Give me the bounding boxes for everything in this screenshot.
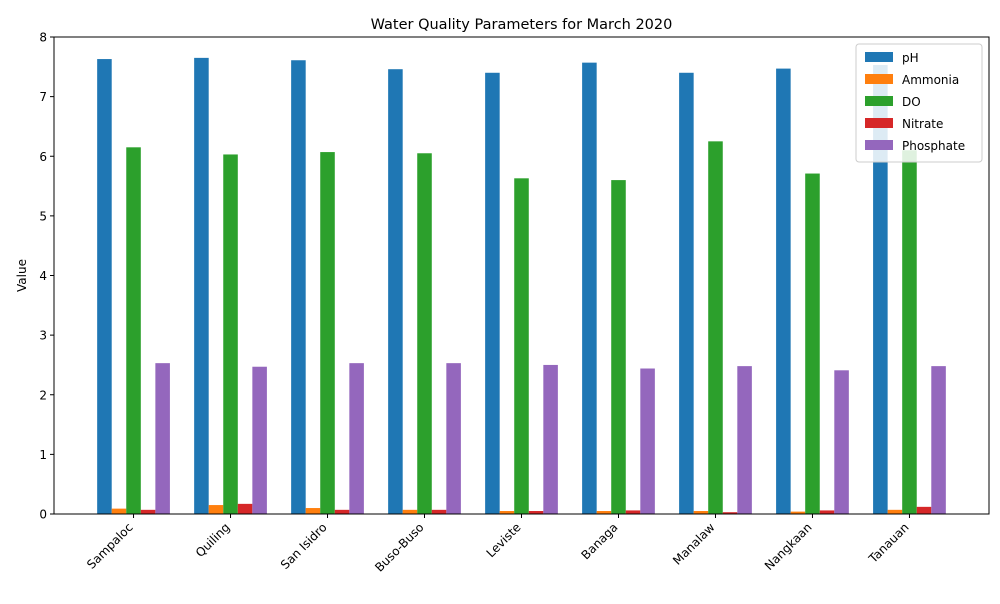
x-tick-label: Tanauan [865,520,911,566]
y-tick-label: 0 [39,508,47,522]
y-tick-label: 2 [39,388,47,402]
bar-nitrate-banaga [625,510,641,514]
bar-ph-banaga [582,62,597,514]
bar-do-leviste [514,178,529,514]
bar-do-sampaloc [126,147,141,514]
bar-ph-nangkaan [776,68,791,514]
legend: pH Ammonia DO Nitrate Phosphate [855,43,983,163]
bar-ph-buso-buso [388,69,403,514]
y-tick-label: 8 [39,31,47,45]
bar-ph-manalaw [679,72,694,515]
legend-swatch-do [865,96,893,106]
bar-phosphate-quiling [252,366,267,514]
x-tick-label: San Isidro [278,520,330,572]
x-tick-label: Buso-Buso [372,520,426,574]
bar-ammonia-sampaloc [111,508,127,514]
bar-phosphate-tanauan [931,366,946,514]
bar-ph-quiling [194,57,209,515]
bar-phosphate-buso-buso [446,363,461,514]
bar-ph-san-isidro [291,60,306,514]
bars-layer [97,57,946,515]
legend-label-ph: pH [902,51,919,65]
bar-nitrate-sampaloc [140,509,156,514]
y-axis-title: Value [15,259,29,292]
bar-ph-leviste [485,72,500,515]
legend-swatch-phosphate [865,140,893,150]
bar-ammonia-manalaw [693,511,709,514]
bar-ph-tanauan [873,65,888,515]
bar-phosphate-manalaw [737,366,752,514]
y-tick-label: 6 [39,150,47,164]
bar-ammonia-san-isidro [305,508,321,514]
bar-do-buso-buso [417,153,432,514]
bar-nitrate-quiling [237,503,253,514]
bar-do-tanauan [902,150,917,515]
bar-ammonia-buso-buso [402,509,418,514]
legend-label-nitrate: Nitrate [902,117,943,131]
bar-ammonia-leviste [499,511,515,514]
bar-ammonia-quiling [208,505,224,514]
bar-phosphate-nangkaan [834,370,849,514]
legend-label-phosphate: Phosphate [902,139,965,153]
bar-do-manalaw [708,141,723,514]
x-tick-label: Sampaloc [84,520,136,572]
bar-do-quiling [223,154,238,514]
chart-title: Water Quality Parameters for March 2020 [371,17,673,33]
bar-nitrate-buso-buso [431,509,447,514]
y-tick-label: 7 [39,90,47,104]
legend-label-do: DO [902,95,921,109]
bar-phosphate-leviste [543,364,558,514]
bar-ammonia-nangkaan [790,511,806,514]
bar-ph-sampaloc [97,59,112,515]
legend-swatch-ammonia [865,74,893,84]
bar-nitrate-manalaw [722,512,738,514]
y-tick-label: 1 [39,448,47,462]
bar-ammonia-banaga [596,511,612,514]
legend-box [855,43,983,163]
x-tick-label: Banaga [579,520,621,562]
bar-nitrate-tanauan [916,506,932,514]
bar-phosphate-sampaloc [155,363,170,514]
bar-ammonia-tanauan [887,509,903,514]
x-tick-label: Leviste [484,520,524,560]
y-tick-label: 3 [39,329,47,343]
x-tick-label: Quiling [193,520,233,560]
legend-label-ammonia: Ammonia [902,73,959,87]
x-tick-label: Manalaw [670,520,718,568]
legend-swatch-ph [865,52,893,62]
bar-do-nangkaan [805,173,820,515]
bar-phosphate-banaga [640,368,655,514]
bar-nitrate-leviste [528,511,544,514]
y-tick-label: 5 [39,209,47,223]
bar-do-san-isidro [320,152,335,514]
bar-do-banaga [611,180,626,514]
bar-nitrate-san-isidro [334,509,350,514]
y-tick-label: 4 [39,269,47,283]
legend-swatch-nitrate [865,118,893,128]
bar-phosphate-san-isidro [349,363,364,514]
bar-nitrate-nangkaan [819,510,835,514]
x-tick-label: Nangkaan [762,520,815,573]
